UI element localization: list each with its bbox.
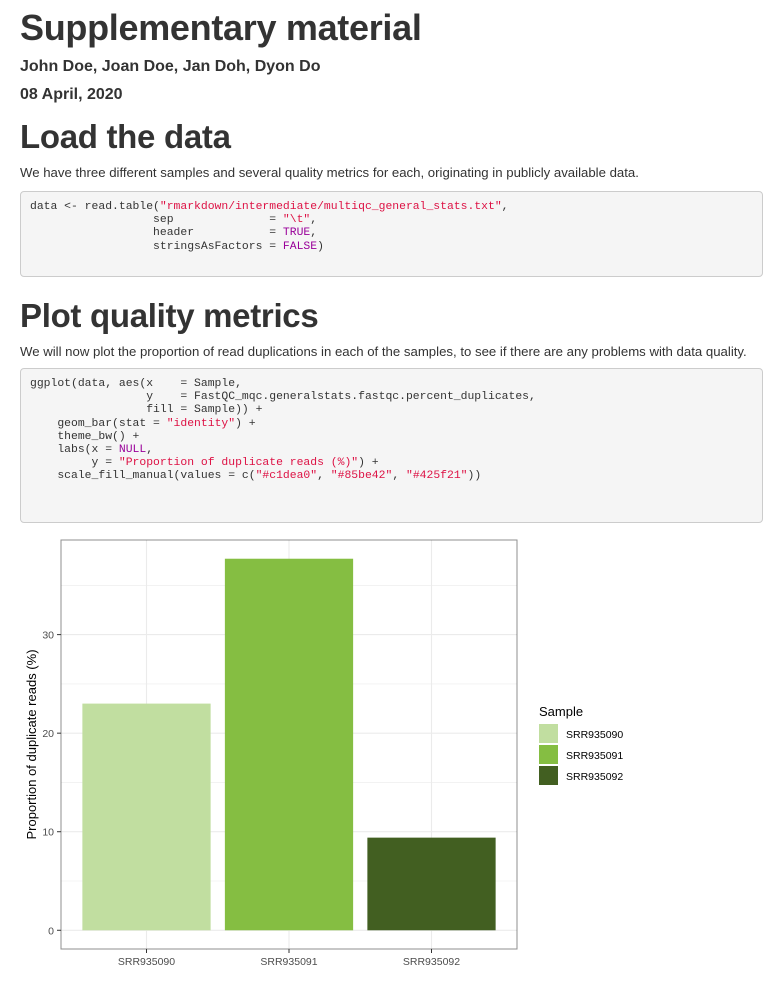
y-axis-title: Proportion of duplicate reads (%) [24,649,39,839]
x-tick-label: SRR935090 [118,956,175,968]
section-paragraph-load-data: We have three different samples and seve… [20,165,639,180]
code-token: labs(x = [30,444,119,457]
code-token: ) + [235,417,256,430]
code-token: y = FastQC_mqc.generalstats.fastqc.perce… [30,391,536,404]
code-token: ggplot(data, aes(x = Sample, [30,378,242,390]
code-token: stringsAsFactors = [30,240,283,253]
duplicate-reads-bar-chart: 0 10 20 30 SRR935090 SRR935091 SRR935092 Prop… [24,539,623,968]
legend-key-srr935091 [539,745,558,764]
code-line: sep = "\t", [30,214,317,226]
bar-srr935091 [224,558,354,931]
code-block-load-data: data <- read.table("rmarkdown/intermedia… [20,191,763,277]
code-string-token: "identity" [166,417,236,430]
code-string-token: "#425f21" [405,470,468,483]
code-token: y = [30,457,119,470]
code-line: y = FastQC_mqc.generalstats.fastqc.perce… [30,391,536,403]
y-tick-label: 0 [48,925,54,937]
code-token: fill = Sample)) + [30,404,263,417]
bars [82,558,496,931]
code-line: geom_bar(stat = "identity") + [30,417,256,430]
code-string-token: "\t" [282,214,311,227]
code-line: y = "Proportion of duplicate reads (%)")… [30,457,379,469]
bar-srr935090 [82,703,211,931]
code-token: scale_fill_manual(values = c( [30,470,256,483]
code-token: sep = [30,214,283,227]
section-heading-plot-metrics: Plot quality metrics [20,297,319,334]
code-keyword-token: TRUE [282,227,311,240]
chart-legend: Sample SRR935090 SRR935091 SRR935092 [539,704,623,785]
document-date: 08 April, 2020 [20,86,123,103]
code-keyword-token: FALSE [282,240,318,253]
code-line: header = TRUE, [30,227,317,239]
section-heading-load-data: Load the data [20,118,231,155]
y-tick-label: 10 [42,827,54,839]
x-tick-label: SRR935091 [260,956,317,968]
y-axis: 0 10 20 30 [42,630,61,937]
code-line: stringsAsFactors = FALSE) [30,241,324,253]
legend-label: SRR935090 [566,729,623,741]
code-block-plot: ggplot(data, aes(x = Sample, y = FastQC_… [20,368,763,523]
code-token: , [310,214,318,227]
code-keyword-token: NULL [118,444,147,457]
code-token: ) [317,240,324,253]
legend-key-srr935090 [539,724,558,743]
code-string-token: "rmarkdown/intermediate/multiqc_general_… [159,201,502,213]
code-token: , [310,227,318,240]
legend-label: SRR935091 [566,750,623,762]
legend-label: SRR935092 [566,771,623,783]
code-line: ggplot(data, aes(x = Sample, [30,378,242,390]
code-string-token: "#c1dea0" [255,470,318,483]
y-tick-label: 30 [42,630,54,642]
code-token: , [317,470,331,483]
code-token: theme_bw() + [30,430,140,443]
section-paragraph-plot-metrics: We will now plot the proportion of read … [20,344,747,359]
code-token: ) + [358,457,379,470]
x-axis: SRR935090 SRR935091 SRR935092 [118,949,460,968]
code-line: fill = Sample)) + [30,404,262,416]
code-token: , [392,470,406,483]
code-token: )) [467,470,482,483]
x-tick-label: SRR935092 [403,956,460,968]
code-string-token: "Proportion of duplicate reads (%)" [118,457,359,470]
legend-title: Sample [539,704,583,719]
code-token: , [146,444,154,457]
code-line: labs(x = NULL, [30,444,153,456]
legend-key-srr935092 [539,766,558,785]
page-title: Supplementary material [20,7,422,48]
code-token: geom_bar(stat = [30,417,167,430]
code-line: data <- read.table("rmarkdown/intermedia… [30,201,509,213]
y-tick-label: 20 [42,728,54,740]
code-string-token: "#85be42" [330,470,393,483]
code-token: data <- read.table( [30,201,160,213]
code-token: header = [30,227,283,240]
code-line: scale_fill_manual(values = c("#c1dea0", … [30,470,481,482]
bar-srr935092 [367,837,496,931]
code-token: , [501,201,509,213]
author-list: John Doe, Joan Doe, Jan Doh, Dyon Do [20,58,321,75]
code-line: theme_bw() + [30,431,139,443]
